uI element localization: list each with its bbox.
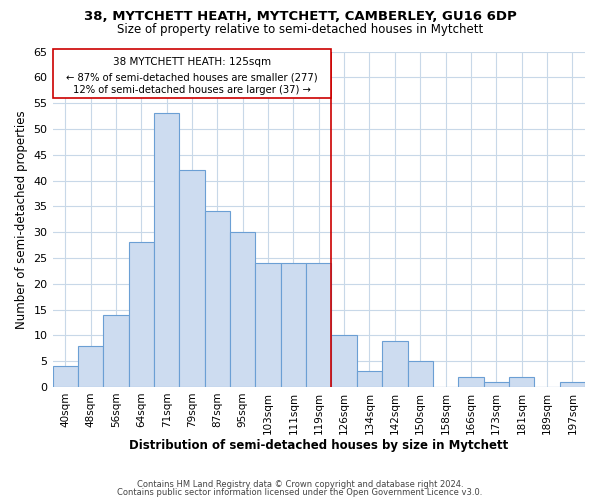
Bar [205, 212, 230, 387]
FancyBboxPatch shape [53, 49, 331, 98]
Bar [484, 382, 509, 387]
Bar [357, 372, 382, 387]
Text: Contains HM Land Registry data © Crown copyright and database right 2024.: Contains HM Land Registry data © Crown c… [137, 480, 463, 489]
Text: Size of property relative to semi-detached houses in Mytchett: Size of property relative to semi-detach… [117, 22, 483, 36]
Bar [331, 336, 357, 387]
Bar [128, 242, 154, 387]
Text: ← 87% of semi-detached houses are smaller (277): ← 87% of semi-detached houses are smalle… [66, 72, 318, 83]
Bar [230, 232, 256, 387]
Bar [78, 346, 103, 387]
Bar [306, 263, 331, 387]
Bar [407, 361, 433, 387]
X-axis label: Distribution of semi-detached houses by size in Mytchett: Distribution of semi-detached houses by … [129, 440, 508, 452]
Bar [103, 314, 128, 387]
Text: 38, MYTCHETT HEATH, MYTCHETT, CAMBERLEY, GU16 6DP: 38, MYTCHETT HEATH, MYTCHETT, CAMBERLEY,… [83, 10, 517, 23]
Bar [509, 376, 534, 387]
Y-axis label: Number of semi-detached properties: Number of semi-detached properties [15, 110, 28, 328]
Bar [154, 114, 179, 387]
Bar [382, 340, 407, 387]
Bar [179, 170, 205, 387]
Text: Contains public sector information licensed under the Open Government Licence v3: Contains public sector information licen… [118, 488, 482, 497]
Text: 12% of semi-detached houses are larger (37) →: 12% of semi-detached houses are larger (… [73, 85, 311, 95]
Text: 38 MYTCHETT HEATH: 125sqm: 38 MYTCHETT HEATH: 125sqm [113, 57, 271, 67]
Bar [458, 376, 484, 387]
Bar [560, 382, 585, 387]
Bar [53, 366, 78, 387]
Bar [281, 263, 306, 387]
Bar [256, 263, 281, 387]
